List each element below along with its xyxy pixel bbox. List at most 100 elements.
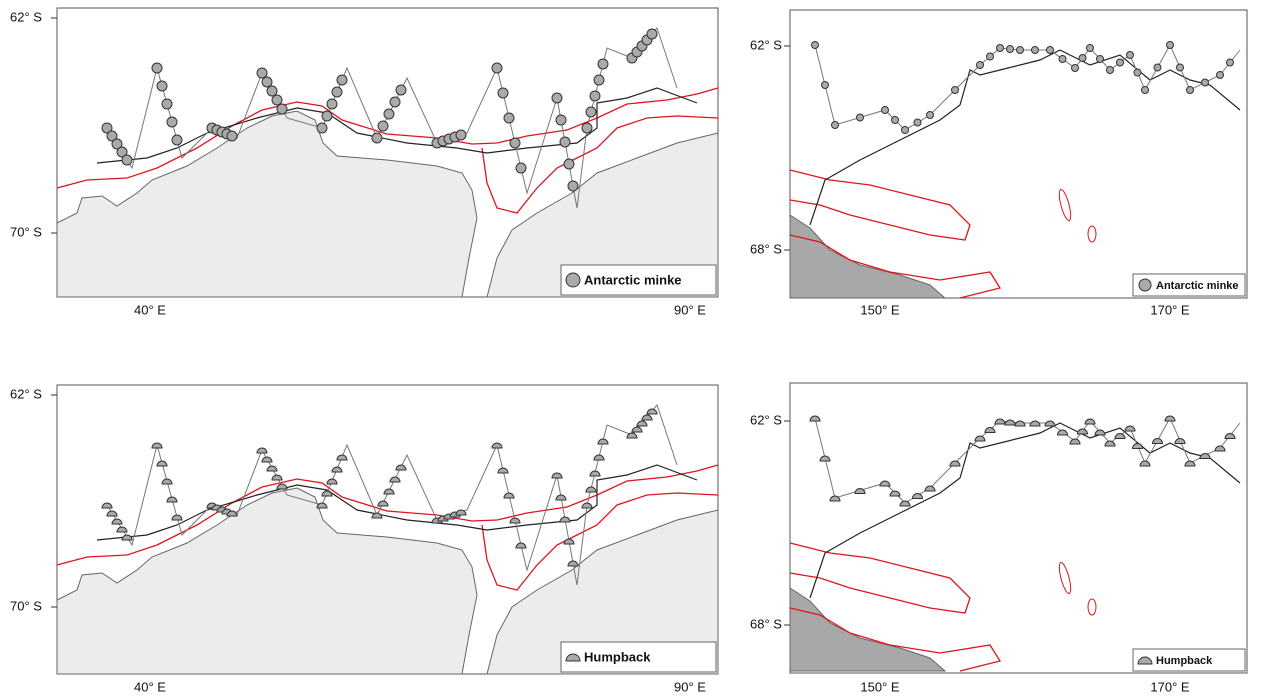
sighting-marker — [321, 110, 333, 122]
sighting-marker — [156, 80, 168, 92]
sighting-marker — [559, 516, 571, 523]
sighting-marker — [266, 465, 278, 472]
sighting-marker — [256, 447, 268, 454]
sighting-marker — [1084, 418, 1096, 425]
sighting-marker — [593, 454, 605, 461]
sighting-marker — [976, 61, 984, 69]
latitude-label: 68° S — [750, 616, 782, 631]
legend-label: Antarctic minke — [1156, 280, 1239, 292]
sighting-marker — [974, 435, 986, 442]
sighting-marker — [585, 106, 597, 118]
survey-track — [809, 49, 1241, 226]
sighting-marker — [636, 420, 648, 427]
sighting-marker — [809, 415, 821, 422]
map-panel: Humpback — [56, 384, 719, 675]
sighting-marker — [336, 74, 348, 86]
latitude-label: 62° S — [10, 386, 42, 401]
depth-contour — [789, 169, 971, 241]
sighting-marker — [879, 480, 891, 487]
sighting-marker — [377, 120, 389, 132]
sighting-marker — [106, 510, 118, 517]
island-contour — [1058, 562, 1072, 594]
sighting-marker — [563, 158, 575, 170]
depth-contour — [56, 87, 719, 189]
sighting-marker — [1174, 438, 1186, 444]
sighting-marker — [1014, 420, 1026, 427]
sighting-marker — [1094, 429, 1106, 436]
sighting-marker — [924, 485, 936, 492]
sighting-marker — [226, 510, 238, 517]
longitude-label: 90° E — [674, 679, 706, 694]
sighting-marker — [515, 162, 527, 174]
sighting-marker — [509, 517, 521, 524]
sighting-marker — [116, 146, 128, 158]
sighting-marker — [1071, 64, 1079, 72]
longitude-label: 150° E — [860, 679, 900, 694]
sighting-marker — [821, 81, 829, 89]
latitude-label: 62° S — [750, 37, 782, 52]
sighting-marker — [161, 478, 173, 485]
legend-box — [1132, 273, 1246, 297]
island-contour — [1087, 598, 1097, 616]
sighting-marker — [641, 414, 653, 421]
legend-marker — [565, 653, 581, 662]
sighting-marker — [161, 98, 173, 110]
legend-marker — [1138, 278, 1152, 292]
sighting-marker — [1056, 429, 1069, 436]
map-panel: Antarctic minke — [789, 9, 1248, 299]
sighting-marker — [597, 58, 609, 70]
longitude-label: 40° E — [134, 679, 166, 694]
sighting-marker — [551, 472, 563, 479]
sighting-marker — [831, 121, 839, 129]
sighting-marker — [111, 138, 123, 150]
sighting-marker — [597, 438, 609, 445]
sighting-marker — [551, 92, 563, 104]
sighting-marker — [336, 454, 348, 461]
sighting-marker — [156, 460, 168, 467]
latitude-label: 62° S — [750, 412, 782, 427]
sighting-marker — [226, 130, 238, 142]
sighting-marker — [1046, 46, 1054, 54]
sighting-marker — [377, 500, 389, 507]
survey-track — [96, 87, 698, 164]
sighting-marker — [166, 116, 178, 128]
sighting-marker — [151, 442, 163, 449]
sighting-marker — [589, 90, 601, 102]
sighting-marker — [631, 426, 643, 433]
sighting-marker — [899, 500, 911, 507]
sighting-marker — [1126, 51, 1134, 59]
sighting-marker — [383, 488, 395, 495]
sighting-marker — [1006, 45, 1014, 53]
sighting-marker — [389, 476, 401, 483]
latitude-label: 68° S — [750, 241, 782, 256]
longitude-label: 40° E — [134, 302, 166, 317]
legend-label: Humpback — [1156, 655, 1213, 667]
sighting-marker — [261, 76, 273, 88]
sighting-marker — [1076, 428, 1089, 435]
sighting-marker — [585, 486, 597, 493]
sighting-marker — [1164, 415, 1176, 422]
sighting-marker — [811, 41, 819, 49]
sighting-marker — [1201, 78, 1209, 87]
latitude-label: 70° S — [10, 598, 42, 613]
sighting-marker — [1044, 420, 1056, 427]
sighting-marker — [276, 483, 288, 490]
legend-box — [560, 641, 717, 673]
depth-contour — [789, 607, 1002, 672]
sighting-marker — [1166, 41, 1174, 49]
sighting-marker — [101, 502, 113, 509]
land — [486, 132, 719, 298]
sighting-marker — [1216, 71, 1224, 79]
longitude-label: 150° E — [860, 302, 900, 317]
sighting-marker — [593, 74, 605, 86]
sighting-marker — [111, 518, 123, 525]
longitude-label: 170° E — [1150, 302, 1190, 317]
sighting-marker — [646, 408, 658, 415]
sighting-marker — [559, 136, 571, 148]
sighting-marker — [984, 427, 996, 433]
sighting-marker — [491, 442, 503, 449]
sighting-marker — [1029, 420, 1041, 427]
sighting-marker — [1104, 440, 1116, 447]
sighting-marker — [503, 492, 515, 499]
sighting-marker — [951, 86, 959, 94]
